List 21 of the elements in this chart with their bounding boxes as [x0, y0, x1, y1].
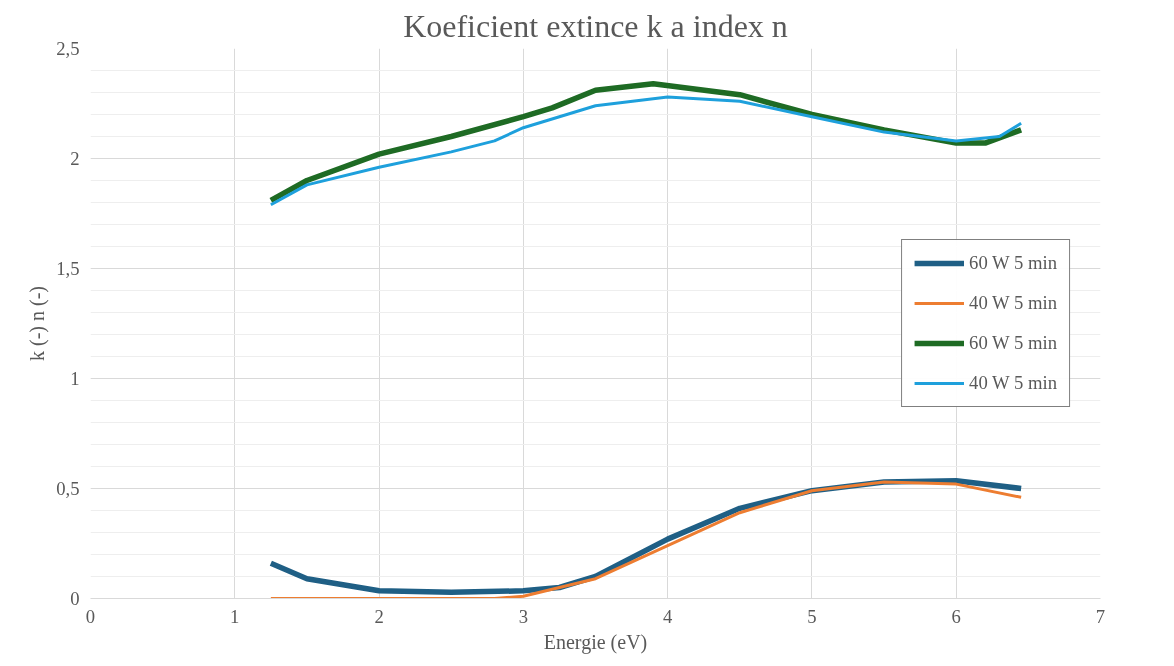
legend-label: 40 W 5 min: [969, 372, 1057, 394]
legend-label: 40 W 5 min: [969, 292, 1057, 314]
y-axis-title: k (-) n (-): [26, 286, 50, 361]
y-tick-label: 2: [70, 148, 80, 169]
x-tick-label: 3: [518, 605, 529, 627]
x-tick-label: 0: [85, 605, 96, 627]
x-tick-label: 2: [374, 605, 384, 627]
chart-title: Koeficient extince k a index n: [403, 7, 788, 44]
y-tick-label: 0,5: [56, 478, 80, 499]
x-tick-label: 7: [1095, 605, 1106, 627]
x-tick-label: 5: [807, 605, 817, 627]
y-tick-label: 1,5: [56, 258, 80, 279]
y-tick-label: 1: [70, 368, 80, 389]
x-tick-label: 4: [662, 605, 673, 627]
y-tick-label: 2,5: [56, 38, 80, 59]
x-tick-label: 1: [230, 605, 240, 627]
x-axis-title: Energie (eV): [543, 630, 648, 654]
legend-label: 60 W 5 min: [969, 252, 1057, 274]
x-tick-label: 6: [951, 605, 961, 627]
legend-label: 60 W 5 min: [969, 332, 1057, 354]
y-tick-label: 0: [70, 588, 80, 609]
